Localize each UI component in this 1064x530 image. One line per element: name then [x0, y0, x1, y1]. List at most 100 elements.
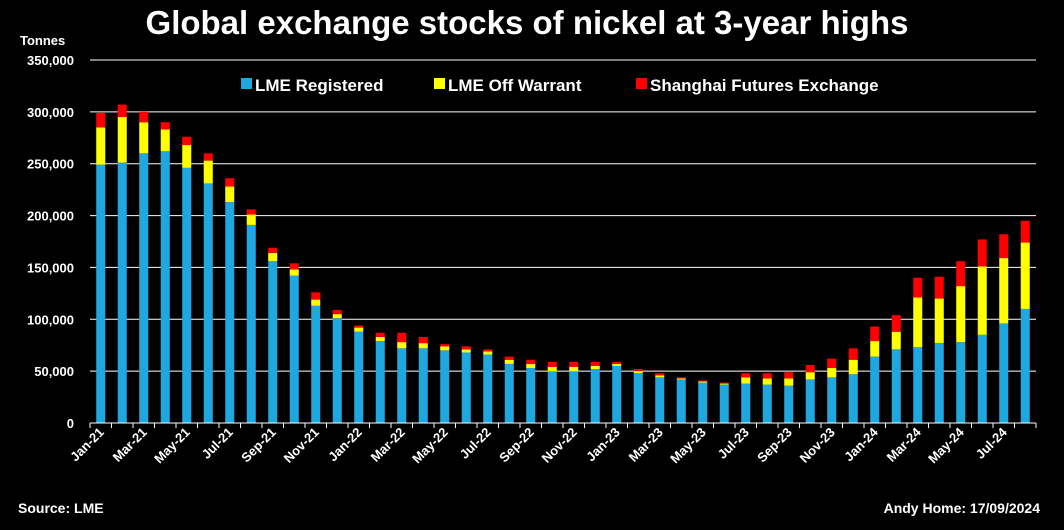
bar-lme-registered [289, 275, 299, 423]
credit-note: Andy Home: 17/09/2024 [884, 500, 1041, 516]
bar-lme-registered [590, 369, 600, 423]
bar-lme-off-warrant [504, 359, 514, 364]
bar-lme-off-warrant [440, 346, 450, 351]
bar-shanghai-futures-exchange [354, 325, 364, 328]
bar-lme-off-warrant [848, 359, 858, 375]
bar-shanghai-futures-exchange [719, 382, 729, 384]
bar-lme-registered [246, 224, 256, 423]
bar-lme-off-warrant [698, 381, 708, 383]
bar-lme-registered [440, 350, 450, 423]
x-tick-label: Sep-23 [754, 425, 795, 466]
bar-shanghai-futures-exchange [440, 344, 450, 347]
bar-lme-off-warrant [870, 341, 880, 357]
x-tick-label: May-23 [667, 425, 709, 467]
bar-lme-registered [698, 382, 708, 423]
bar-lme-registered [526, 368, 536, 423]
bar-lme-off-warrant [1020, 242, 1030, 309]
bar-lme-registered [483, 354, 493, 423]
bar-shanghai-futures-exchange [311, 292, 321, 300]
bar-shanghai-futures-exchange [827, 358, 837, 369]
bar-lme-registered [225, 202, 235, 423]
bar-lme-off-warrant [569, 366, 579, 372]
x-tick-label: May-21 [151, 425, 193, 467]
bar-shanghai-futures-exchange [762, 373, 772, 379]
chart-title: Global exchange stocks of nickel at 3-ye… [146, 4, 909, 41]
x-tick-label: Jul-22 [457, 425, 494, 462]
bar-lme-off-warrant [311, 299, 321, 306]
bar-shanghai-futures-exchange [612, 361, 622, 364]
bar-lme-registered [827, 377, 837, 423]
y-tick-label: 50,000 [34, 364, 74, 379]
bar-lme-off-warrant [612, 363, 622, 366]
bar-lme-registered [870, 356, 880, 423]
bar-lme-off-warrant [526, 363, 536, 369]
bar-lme-off-warrant [160, 129, 170, 152]
x-tick-label: Mar-22 [368, 425, 408, 465]
bar-lme-off-warrant [483, 351, 493, 355]
bar-lme-off-warrant [397, 342, 407, 349]
bar-shanghai-futures-exchange [870, 326, 880, 342]
y-tick-label: 0 [67, 416, 74, 431]
bar-shanghai-futures-exchange [977, 239, 987, 267]
x-tick-label: Jul-24 [973, 424, 1011, 462]
bar-lme-registered [977, 334, 987, 423]
bar-lme-registered [397, 348, 407, 423]
x-tick-label: May-24 [925, 424, 967, 466]
bar-lme-off-warrant [913, 297, 923, 348]
bar-shanghai-futures-exchange [633, 369, 643, 372]
legend-label: Shanghai Futures Exchange [650, 76, 879, 95]
bar-lme-off-warrant [590, 365, 600, 370]
legend-label: LME Registered [255, 76, 383, 95]
x-axis: Jan-21 Mar-21 May-21 Jul-21 Sep-21 Nov-21 Jan-… [67, 422, 1037, 467]
bar-shanghai-futures-exchange [418, 336, 428, 344]
x-tick-label: Jan-22 [325, 425, 365, 465]
bar-lme-registered [999, 323, 1009, 423]
bar-shanghai-futures-exchange [117, 104, 127, 118]
y-tick-label: 350,000 [27, 53, 74, 68]
bar-lme-off-warrant [289, 269, 299, 276]
bar-lme-registered [268, 261, 278, 423]
y-tick-label: 250,000 [27, 157, 74, 172]
x-tick-label: Jul-21 [199, 425, 236, 462]
bar-lme-registered [676, 379, 686, 423]
legend-label: LME Off Warrant [448, 76, 582, 95]
bar-shanghai-futures-exchange [461, 346, 471, 350]
bar-lme-registered [612, 365, 622, 423]
bar-lme-off-warrant [461, 349, 471, 353]
bar-shanghai-futures-exchange [891, 315, 901, 332]
bar-shanghai-futures-exchange [805, 364, 815, 373]
bar-lme-registered [375, 341, 385, 423]
bar-shanghai-futures-exchange [934, 276, 944, 299]
bar-lme-registered [332, 318, 342, 423]
bar-shanghai-futures-exchange [655, 373, 665, 376]
y-axis-ticks: 0 50,000 100,000 150,000 200,000 250,000 300,0… [27, 53, 74, 431]
x-tick-label: Mar-24 [884, 424, 925, 465]
bar-shanghai-futures-exchange [182, 136, 192, 146]
bar-lme-off-warrant [332, 314, 342, 319]
bar-shanghai-futures-exchange [547, 361, 557, 367]
bar-shanghai-futures-exchange [590, 361, 600, 366]
bar-shanghai-futures-exchange [96, 112, 106, 128]
bar-lme-registered [547, 371, 557, 423]
bar-lme-off-warrant [655, 375, 665, 378]
bar-lme-registered [311, 305, 321, 423]
bar-shanghai-futures-exchange [246, 209, 256, 215]
bar-lme-registered [117, 162, 127, 424]
bar-shanghai-futures-exchange [784, 372, 794, 379]
bar-shanghai-futures-exchange [375, 332, 385, 337]
bar-shanghai-futures-exchange [203, 153, 213, 161]
bar-lme-registered [182, 167, 192, 423]
bar-lme-off-warrant [956, 286, 966, 343]
x-tick-label: Mar-23 [626, 425, 666, 465]
bar-lme-off-warrant [547, 366, 557, 372]
bar-lme-registered [891, 349, 901, 423]
bar-shanghai-futures-exchange [1020, 220, 1030, 243]
bar-lme-registered [934, 343, 944, 423]
bar-lme-registered [741, 383, 751, 423]
bar-lme-off-warrant [139, 122, 149, 154]
bar-lme-registered [633, 373, 643, 423]
bar-shanghai-futures-exchange [225, 178, 235, 187]
bar-lme-registered [461, 352, 471, 423]
bar-shanghai-futures-exchange [956, 261, 966, 287]
bar-shanghai-futures-exchange [397, 332, 407, 343]
